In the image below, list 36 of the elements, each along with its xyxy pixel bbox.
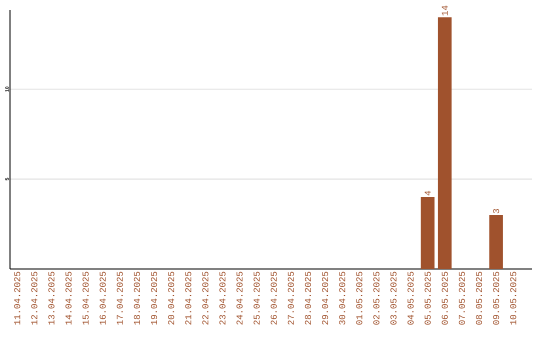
bar	[438, 17, 452, 269]
x-tick-label: 16.04.2025	[100, 272, 106, 325]
x-tick-label: 05.05.2025	[424, 272, 431, 325]
x-tick-label: 08.05.2025	[476, 272, 482, 325]
x-tick-label: 10.05.2025	[510, 272, 516, 325]
data-label: 4	[424, 190, 431, 196]
bar	[420, 197, 435, 269]
x-tick-label: 03.05.2025	[390, 272, 397, 325]
x-tick-label: 26.04.2025	[270, 272, 277, 325]
data-label: 14	[442, 6, 448, 16]
x-tick-label: 24.04.2025	[236, 272, 243, 325]
x-tick-label: 20.04.2025	[168, 272, 174, 325]
data-label: 3	[493, 209, 500, 214]
x-tick-label: 21.04.2025	[185, 272, 192, 325]
x-tick-label: 15.04.2025	[82, 272, 89, 325]
x-tick-label: 25.04.2025	[254, 272, 260, 325]
bar	[489, 215, 503, 269]
x-tick-label: 28.04.2025	[304, 272, 312, 325]
x-tick-label: 29.04.2025	[322, 272, 328, 325]
x-tick-label: 18.04.2025	[134, 272, 140, 325]
x-tick-label: 19.04.2025	[150, 272, 158, 325]
x-tick-label: 11.04.2025	[14, 272, 20, 325]
x-tick-label: 06.05.2025	[442, 272, 448, 325]
x-tick-label: 13.04.2025	[48, 272, 54, 325]
x-tick-label: 14.04.2025	[65, 272, 72, 325]
x-tick-label: 22.04.2025	[202, 272, 208, 325]
x-tick-label: 12.04.2025	[31, 272, 38, 325]
x-tick-label: 02.05.2025	[373, 272, 380, 325]
x-tick-label: 17.04.2025	[116, 272, 123, 325]
x-tick-label: 01.05.2025	[356, 272, 362, 325]
x-tick-label: 07.05.2025	[458, 272, 465, 325]
x-tick-label: 09.05.2025	[493, 272, 500, 325]
x-tick-label: 04.05.2025	[408, 272, 414, 325]
x-tick-label: 30.04.2025	[339, 272, 346, 325]
x-tick-label: 23.04.2025	[219, 272, 226, 325]
x-tick-label: 27.04.2025	[288, 272, 294, 325]
